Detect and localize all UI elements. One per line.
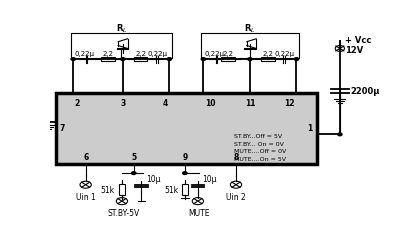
Text: 10: 10 (205, 98, 216, 107)
Text: 2,2: 2,2 (135, 50, 146, 56)
Bar (182, 184, 188, 196)
Circle shape (294, 58, 299, 61)
Text: ST.BY-5V: ST.BY-5V (107, 208, 140, 217)
Text: MUTE: MUTE (189, 208, 210, 217)
Text: 2,2: 2,2 (102, 50, 113, 56)
Text: 10μ: 10μ (146, 174, 161, 183)
Bar (119, 184, 125, 196)
Text: + Vcc: + Vcc (346, 36, 372, 45)
Text: 51k: 51k (100, 185, 114, 194)
Text: 2,2: 2,2 (222, 50, 233, 56)
Bar (56, 94, 317, 165)
Circle shape (167, 58, 172, 61)
Text: Uin 1: Uin 1 (76, 193, 96, 202)
Text: R$_L$: R$_L$ (244, 22, 256, 35)
Text: 0,22μ: 0,22μ (148, 50, 168, 56)
Text: 10μ: 10μ (202, 174, 217, 183)
Text: 5: 5 (131, 152, 136, 161)
Text: MUTE....On = 5V: MUTE....On = 5V (234, 156, 286, 161)
Text: 8: 8 (233, 152, 239, 161)
Text: 6: 6 (83, 152, 88, 161)
Circle shape (183, 172, 187, 175)
Text: 11: 11 (245, 98, 255, 107)
Text: 0,22μ: 0,22μ (275, 50, 295, 56)
Circle shape (248, 58, 252, 61)
Circle shape (132, 172, 136, 175)
Text: 2200μ: 2200μ (351, 87, 380, 96)
Text: ST.BY... On = 0V: ST.BY... On = 0V (234, 141, 284, 146)
Text: 0,22μ: 0,22μ (205, 50, 225, 56)
Text: 4: 4 (162, 98, 168, 107)
Bar (134, 58, 148, 62)
Text: 51k: 51k (164, 185, 178, 194)
Text: 9: 9 (182, 152, 188, 161)
Text: 3: 3 (120, 98, 126, 107)
Circle shape (338, 134, 342, 136)
Text: 12: 12 (284, 98, 295, 107)
Text: 1: 1 (308, 124, 313, 133)
Circle shape (71, 58, 76, 61)
Text: Uin 2: Uin 2 (226, 193, 246, 202)
Bar (221, 58, 235, 62)
Text: 2: 2 (75, 98, 80, 107)
Bar (101, 58, 115, 62)
Text: MUTE....Off = 0V: MUTE....Off = 0V (234, 148, 287, 154)
Circle shape (201, 58, 206, 61)
Circle shape (121, 58, 125, 61)
Text: R$_L$: R$_L$ (116, 22, 127, 35)
Text: 7: 7 (60, 124, 65, 133)
Bar (261, 58, 274, 62)
Text: 12V: 12V (346, 46, 364, 54)
Text: ST.BY...Off = 5V: ST.BY...Off = 5V (234, 134, 282, 139)
Text: 0,22μ: 0,22μ (74, 50, 94, 56)
Text: 2,2: 2,2 (262, 50, 273, 56)
